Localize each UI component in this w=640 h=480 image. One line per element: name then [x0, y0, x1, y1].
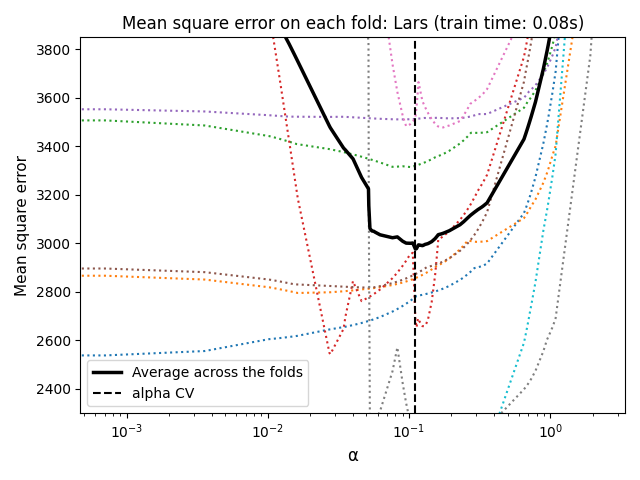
Average across the folds	[527, 114, 535, 120]
Average across the folds	[456, 222, 464, 228]
Title: Mean square error on each fold: Lars (train time: 0.08s): Mean square error on each fold: Lars (tr…	[122, 15, 584, 33]
Legend: Average across the folds, alpha CV: Average across the folds, alpha CV	[87, 360, 308, 406]
Average across the folds	[412, 246, 419, 252]
Average across the folds	[440, 230, 447, 236]
Line: Average across the folds: Average across the folds	[0, 0, 600, 249]
X-axis label: α: α	[348, 447, 358, 465]
Y-axis label: Mean square error: Mean square error	[15, 155, 30, 296]
Average across the folds	[406, 240, 413, 246]
